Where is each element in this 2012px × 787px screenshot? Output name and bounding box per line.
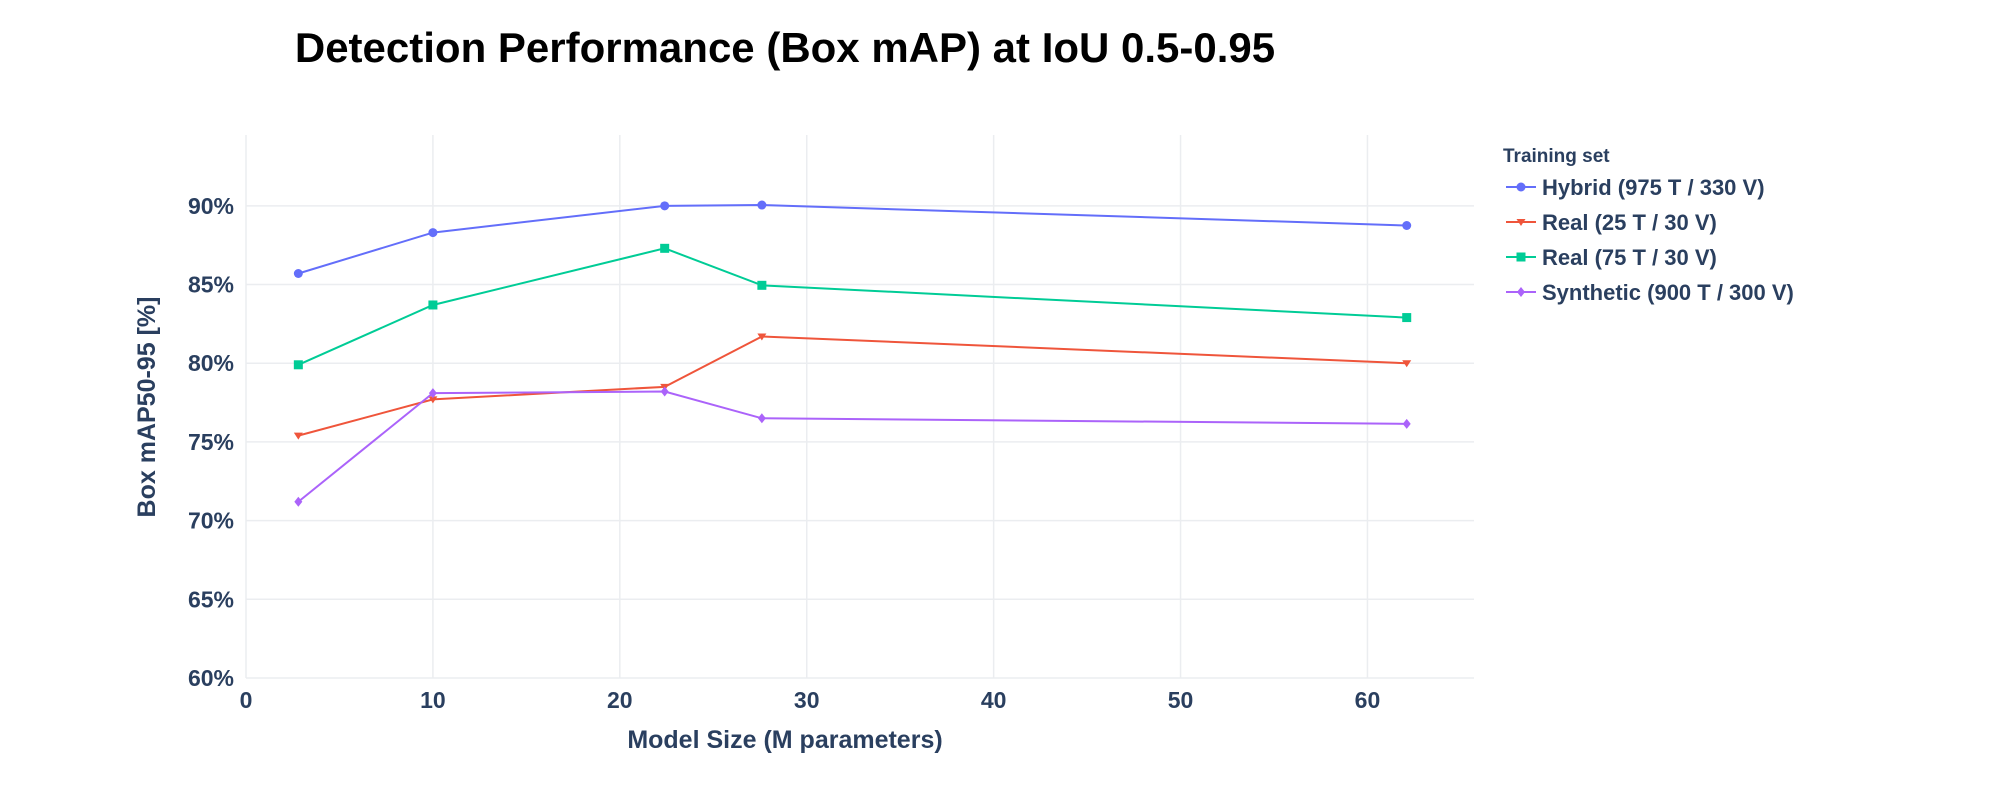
data-point [428,396,438,404]
x-tick-label: 10 [420,687,446,713]
legend-marker [1516,252,1526,262]
data-point [757,200,767,210]
x-tick-label: 60 [1355,687,1381,713]
x-tick-label: 0 [240,687,253,713]
y-axis-label: Box mAP50-95 [%] [133,297,161,518]
series-line [298,204,1407,275]
y-tick-label: 75% [188,429,234,455]
data-point [293,269,303,279]
legend-title: Training set [1503,146,1610,167]
series-2 [293,243,1412,370]
tick-labels: 0 10 20 30 40 50 60 60% 65% 70% 75% 80% 85% 90% [188,193,1380,713]
legend-item: Synthetic (900 T / 300 V) [1506,280,1794,305]
data-point [428,300,438,310]
data-point [1402,221,1412,230]
data-point [757,280,767,290]
legend-label: Real (75 T / 30 V) [1542,245,1717,270]
series-3 [294,386,1411,507]
x-tick-label: 20 [607,687,633,713]
series-0 [293,200,1412,279]
data-point [660,386,669,397]
data-point [428,388,437,399]
data-point [1402,360,1412,368]
legend-label: Hybrid (975 T / 330 V) [1542,175,1765,200]
data-point [293,432,303,440]
data-point [660,201,670,211]
data-point [757,413,766,424]
grid [245,135,1474,679]
data-point [294,496,303,507]
series-1 [293,333,1412,440]
x-axis-label: Model Size (M parameters) [627,726,942,754]
series-line [297,390,1407,503]
y-tick-label: 65% [188,586,234,612]
y-tick-label: 90% [188,193,234,219]
legend: Training set Hybrid (975 T / 330 V) Real … [1503,146,1794,305]
y-tick-label: 70% [188,508,234,534]
chart-title: Detection Performance (Box mAP) at IoU 0… [295,24,1275,71]
y-tick-label: 80% [188,350,234,376]
data-point [293,360,303,370]
legend-item: Real (25 T / 30 V) [1506,210,1717,235]
legend-item: Hybrid (975 T / 330 V) [1506,175,1765,200]
x-tick-label: 30 [794,687,820,713]
legend-label: Synthetic (900 T / 300 V) [1542,280,1794,305]
legend-marker [1516,182,1526,192]
data-point [428,228,438,238]
data-point [757,333,767,341]
legend-marker [1516,219,1526,226]
data-point [1402,313,1412,323]
data-point [1402,418,1411,429]
x-tick-label: 50 [1168,687,1194,713]
legend-label: Real (25 T / 30 V) [1542,210,1717,235]
series-line [297,247,1407,366]
y-tick-label: 85% [188,272,234,298]
legend-item: Real (75 T / 30 V) [1506,245,1717,270]
data-point [660,243,670,253]
y-tick-label: 60% [188,665,234,691]
x-tick-label: 40 [981,687,1007,713]
series-line [298,335,1407,437]
legend-marker [1517,287,1525,297]
series-lines [293,200,1412,507]
